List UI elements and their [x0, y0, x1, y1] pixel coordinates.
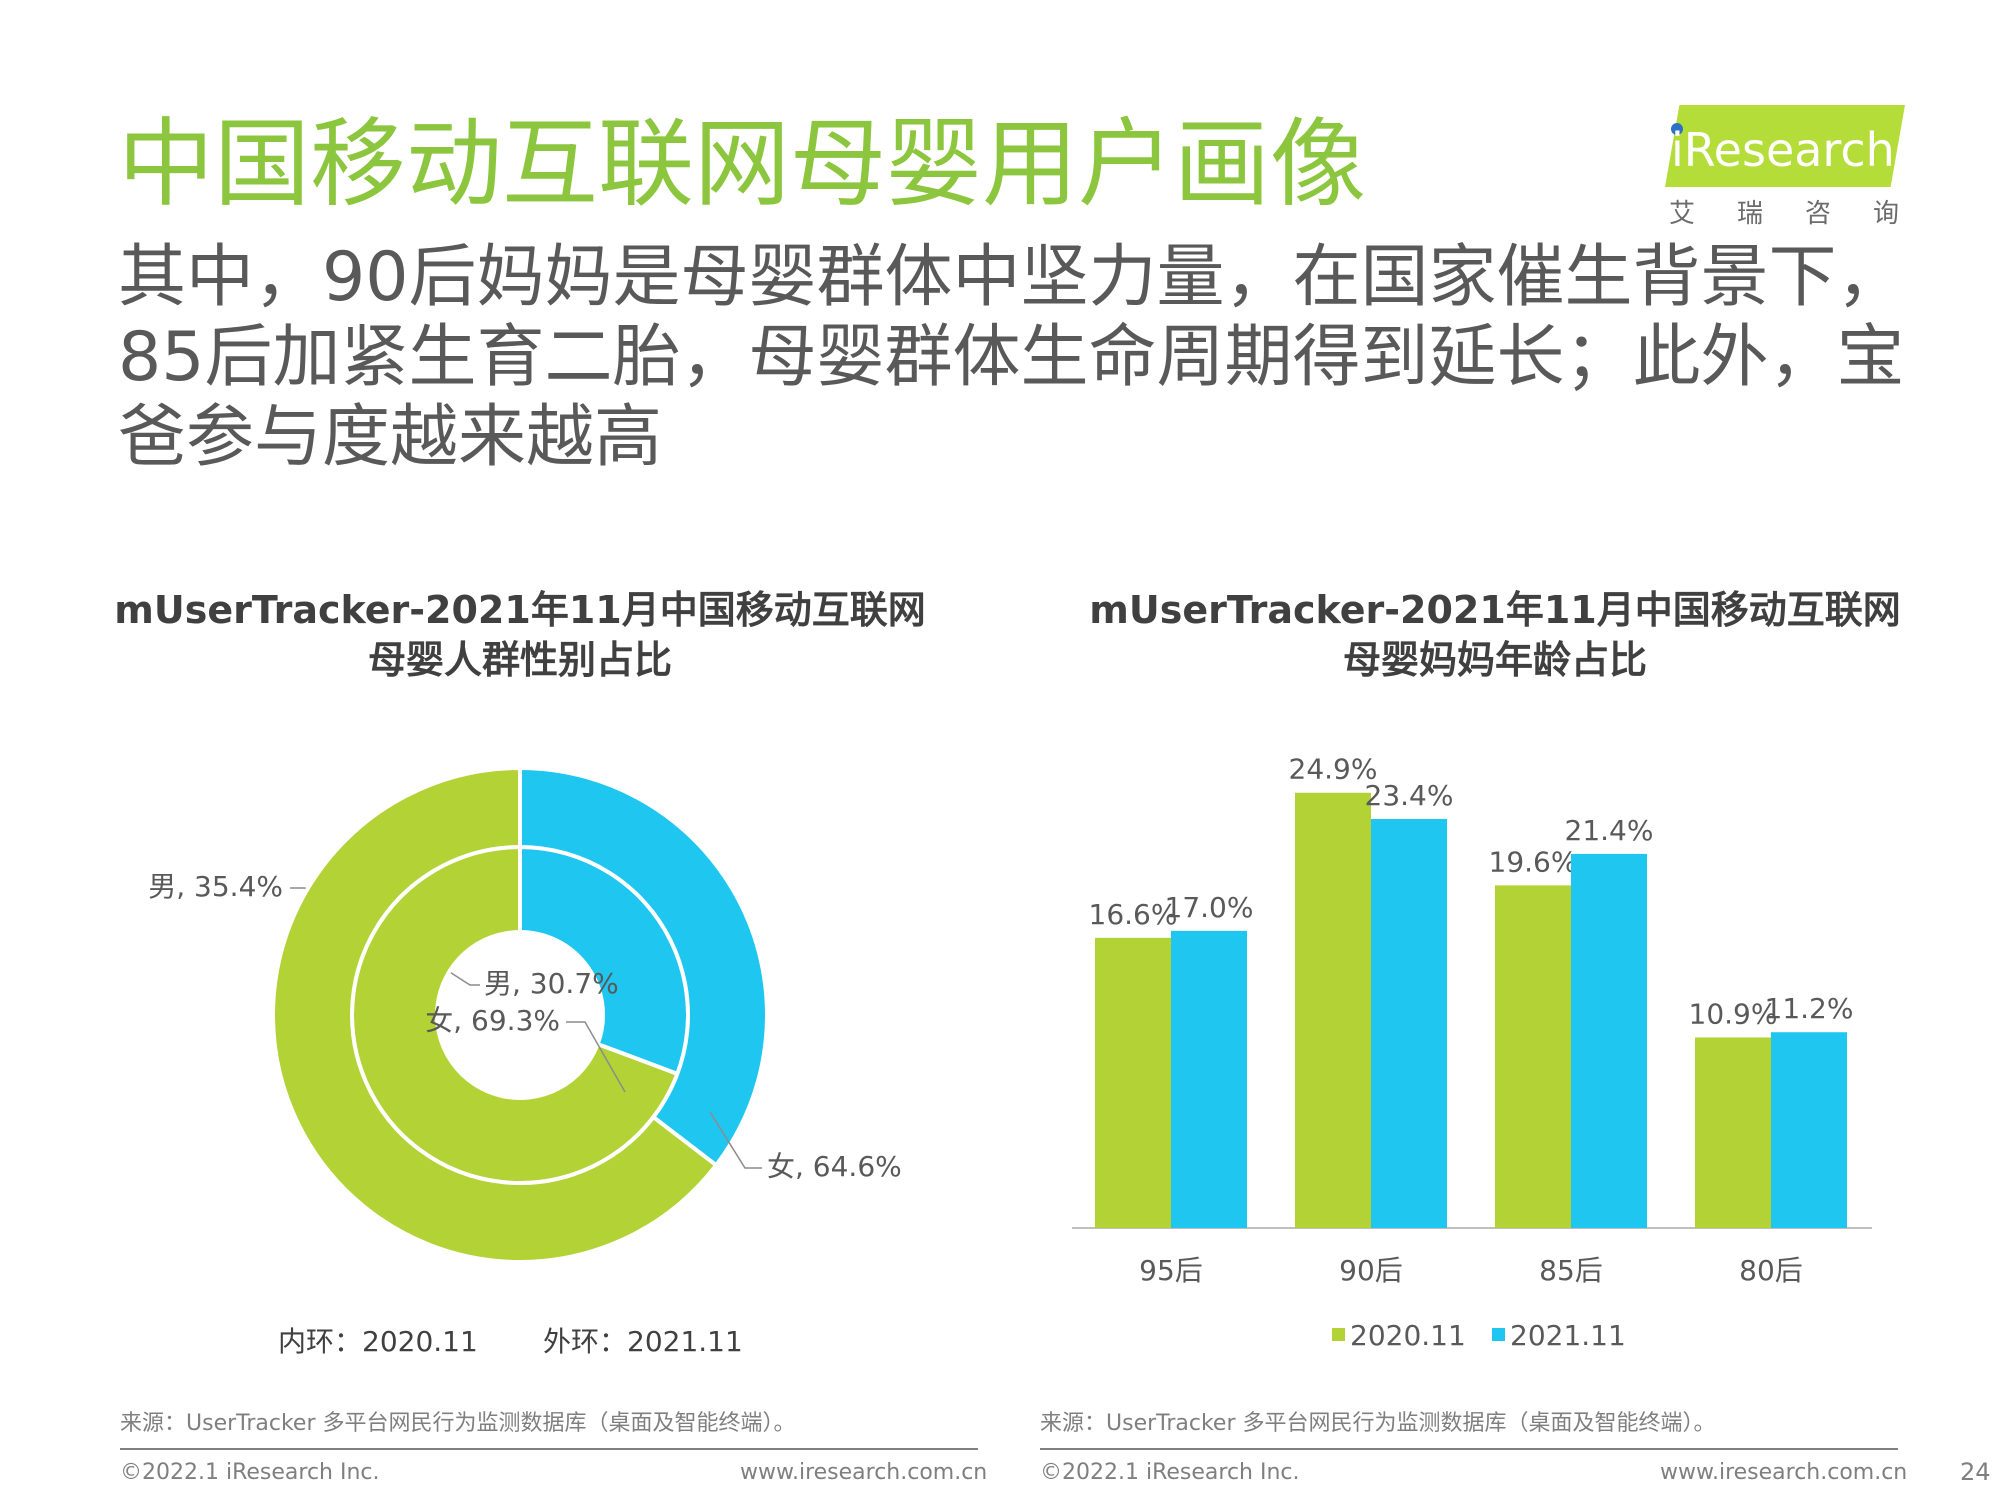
bar-2020.11-85后 — [1495, 885, 1571, 1228]
bar-chart-title-line-2: 母婴妈妈年龄占比 — [1342, 638, 1647, 682]
outer-ring-slice-male — [518, 765, 769, 1168]
outer-ring-slice-female — [271, 765, 719, 1264]
legend-swatch-2020.11 — [1332, 1328, 1345, 1341]
logo-text: iResearch — [1671, 123, 1895, 177]
bar-data-label-2021.11-95后: 17.0% — [1165, 891, 1254, 924]
logo-dot-icon — [1671, 123, 1683, 135]
website-left: www.iresearch.com.cn — [740, 1460, 988, 1485]
bar-data-label-2021.11-80后: 11.2% — [1765, 992, 1854, 1025]
outer-ring-data-label-male: 男, 35.4% — [148, 870, 283, 903]
bar-2020.11-80后 — [1695, 1037, 1771, 1228]
inner-ring-note: 内环：2020.11 — [278, 1325, 478, 1358]
x-tick-label-90后: 90后 — [1339, 1254, 1403, 1287]
bar-data-label-2020.11-90后: 24.9% — [1289, 753, 1378, 786]
bar-chart-title-line-1: mUserTracker-2021年11月中国移动互联网 — [1089, 588, 1901, 632]
inner-ring-data-label-female: 女, 69.3% — [425, 1004, 560, 1037]
bar-data-label-2020.11-85后: 19.6% — [1489, 845, 1578, 878]
bar-2021.11-85后 — [1571, 853, 1647, 1228]
bar-2021.11-90后 — [1371, 818, 1447, 1228]
source-note-right: 来源：UserTracker 多平台网民行为监测数据库（桌面及智能终端）。 — [1040, 1411, 1716, 1436]
copyright-left: ©2022.1 iResearch Inc. — [120, 1460, 380, 1485]
donut-chart-title: mUserTracker-2021年11月中国移动互联网 母婴人群性别占比 — [110, 585, 930, 685]
iresearch-logo: iResearch 艾瑞咨询 — [1665, 105, 1915, 235]
x-tick-label-85后: 85后 — [1539, 1254, 1603, 1287]
page-number: 24 — [1960, 1458, 1991, 1486]
outer-ring-leader-line-1 — [709, 1111, 762, 1169]
outer-ring-data-label-female: 女, 64.6% — [767, 1150, 902, 1183]
bar-data-label-2020.11-80后: 10.9% — [1689, 997, 1778, 1030]
donut-chart-title-line-1: mUserTracker-2021年11月中国移动互联网 — [114, 588, 926, 632]
page-subtitle: 其中，90后妈妈是母婴群体中坚力量，在国家催生背景下，85后加紧生育二胎，母婴群… — [118, 238, 1905, 477]
x-tick-label-95后: 95后 — [1139, 1254, 1203, 1287]
website-right: www.iresearch.com.cn — [1660, 1460, 1908, 1485]
bar-data-label-2021.11-85后: 21.4% — [1565, 814, 1654, 847]
bar-chart-title: mUserTracker-2021年11月中国移动互联网 母婴妈妈年龄占比 — [1060, 585, 1930, 685]
inner-ring-leader-line-1 — [566, 1021, 626, 1093]
logo-subtext: 艾瑞咨询 — [1669, 199, 1942, 229]
bar-data-label-2020.11-95后: 16.6% — [1089, 898, 1178, 931]
x-tick-label-80后: 80后 — [1739, 1254, 1803, 1287]
legend-swatch-2021.11 — [1492, 1328, 1505, 1341]
bar-2021.11-95后 — [1171, 930, 1247, 1228]
bar-2021.11-80后 — [1771, 1032, 1847, 1228]
legend-label-2020.11: 2020.11 — [1350, 1319, 1466, 1352]
legend-label-2021.11: 2021.11 — [1510, 1319, 1626, 1352]
inner-ring-data-label-male: 男, 30.7% — [484, 967, 619, 1000]
bar-2020.11-95后 — [1095, 937, 1171, 1228]
logo-badge-shape — [1665, 105, 1905, 187]
footer-divider-left — [120, 1448, 978, 1450]
source-note-left: 来源：UserTracker 多平台网民行为监测数据库（桌面及智能终端）。 — [120, 1411, 796, 1436]
bar-2020.11-90后 — [1295, 792, 1371, 1228]
bar-data-label-2021.11-90后: 23.4% — [1365, 779, 1454, 812]
page-title: 中国移动互联网母婴用户画像 — [118, 108, 1366, 220]
copyright-right: ©2022.1 iResearch Inc. — [1040, 1460, 1300, 1485]
outer-ring-note: 外环：2021.11 — [543, 1325, 743, 1358]
donut-chart-title-line-2: 母婴人群性别占比 — [367, 638, 672, 682]
footer-divider-right — [1040, 1448, 1898, 1450]
